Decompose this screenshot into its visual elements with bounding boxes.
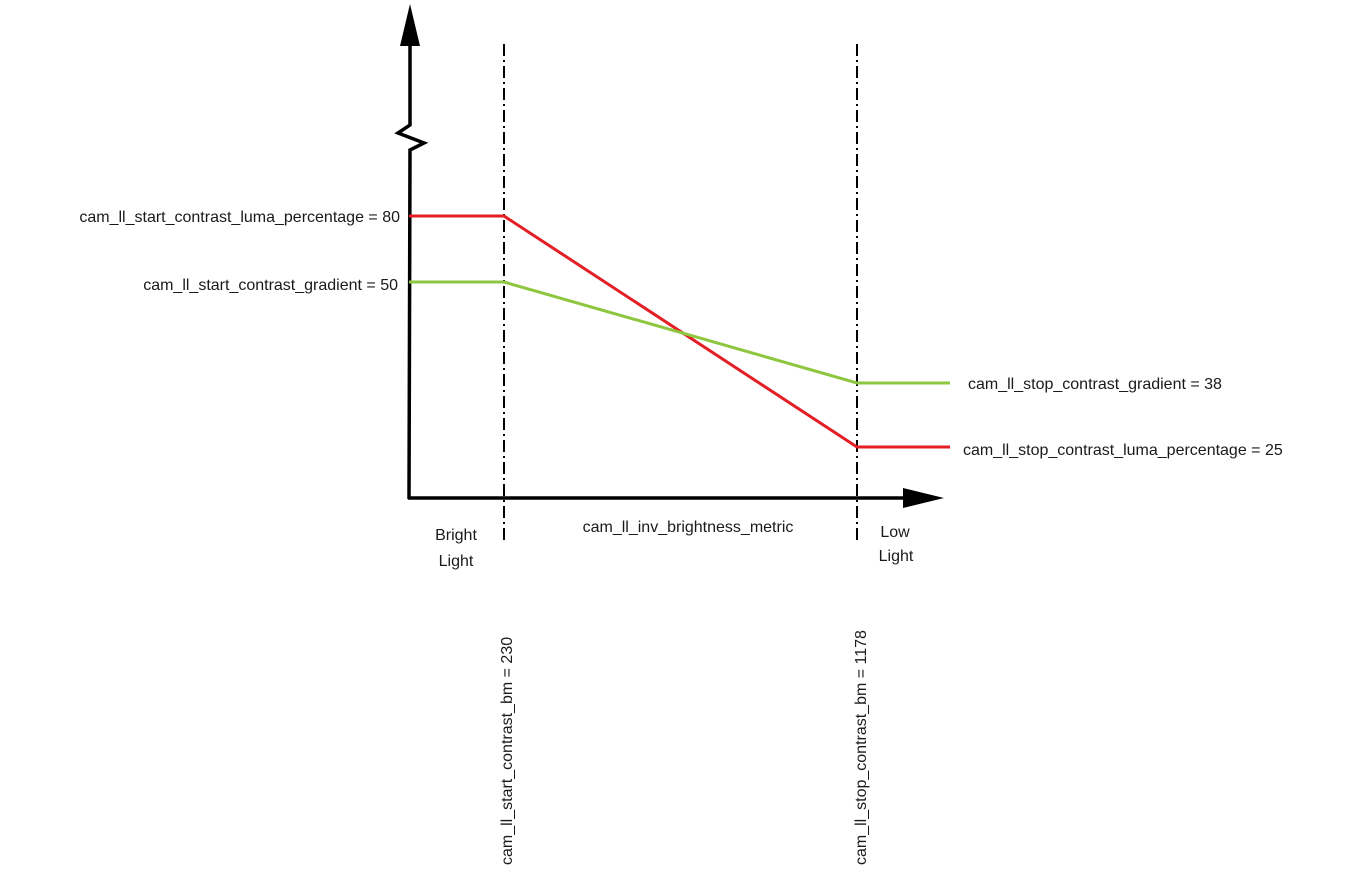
y-axis-arrowhead — [400, 4, 420, 46]
start-gradient-label: cam_ll_start_contrast_gradient = 50 — [143, 277, 398, 294]
bright-light-label-line1: Bright — [435, 527, 477, 544]
y-axis — [394, 42, 429, 500]
bright-light-label-line2: Light — [439, 553, 474, 570]
low-light-label-line2: Light — [879, 548, 914, 565]
stop-luma-label: cam_ll_stop_contrast_luma_percentage = 2… — [963, 442, 1283, 459]
stop-bm-label: cam_ll_stop_contrast_bm = 1178 — [853, 630, 870, 865]
contrast-gradient-line — [409, 280, 950, 385]
stop-gradient-label: cam_ll_stop_contrast_gradient = 38 — [968, 376, 1222, 393]
start-bm-label: cam_ll_start_contrast_bm = 230 — [499, 637, 516, 865]
start-luma-label: cam_ll_start_contrast_luma_percentage = … — [79, 209, 400, 226]
x-axis-label: cam_ll_inv_brightness_metric — [583, 519, 794, 536]
low-light-label-line1: Low — [880, 524, 910, 541]
x-axis-arrowhead — [903, 488, 944, 508]
